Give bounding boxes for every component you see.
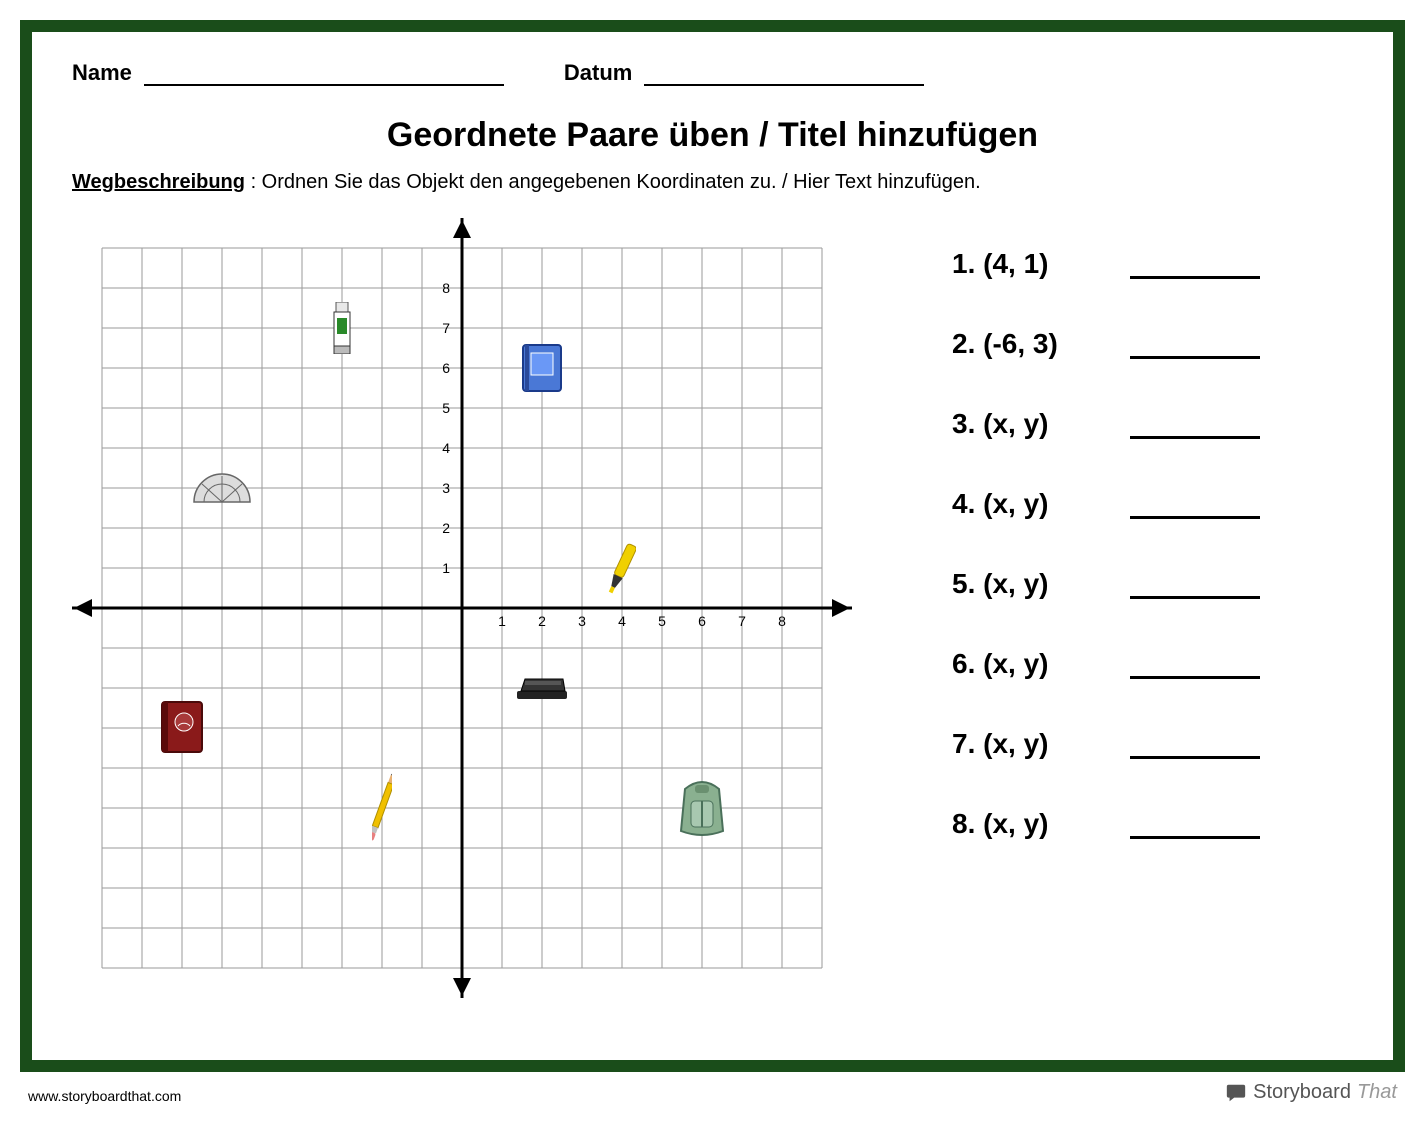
question-row: 7. (x, y): [952, 728, 1353, 760]
question-label: 1. (4, 1): [952, 248, 1102, 280]
highlighter-icon: [608, 539, 636, 597]
svg-text:6: 6: [698, 613, 706, 629]
page-title: Geordnete Paare üben / Titel hinzufügen: [72, 116, 1353, 155]
instructions-text: : Ordnen Sie das Objekt den angegebenen …: [251, 171, 981, 193]
date-field: Datum: [564, 60, 924, 86]
question-row: 2. (-6, 3): [952, 328, 1353, 360]
answer-blank[interactable]: [1130, 329, 1260, 360]
content-row: 1 2 3 4 5 6 7 8 1 2 3 4 5 6 7 8 1. (4, 1) 2. (-6, 3) 3. (…: [72, 218, 1353, 998]
svg-text:2: 2: [538, 613, 546, 629]
worksheet-frame: Name Datum Geordnete Paare üben / Titel …: [20, 20, 1405, 1072]
question-label: 4. (x, y): [952, 488, 1102, 520]
pencil-icon: [372, 772, 392, 844]
name-label: Name: [72, 60, 132, 86]
brand-part2: That: [1357, 1081, 1397, 1104]
stapler-icon: [515, 675, 569, 701]
question-label: 6. (x, y): [952, 648, 1102, 680]
question-label: 8. (x, y): [952, 808, 1102, 840]
svg-text:4: 4: [618, 613, 626, 629]
answer-blank[interactable]: [1130, 649, 1260, 680]
question-row: 8. (x, y): [952, 808, 1353, 840]
answer-blank[interactable]: [1130, 249, 1260, 280]
question-label: 5. (x, y): [952, 568, 1102, 600]
answer-blank[interactable]: [1130, 569, 1260, 600]
answer-blank[interactable]: [1130, 809, 1260, 840]
notebook-icon: [521, 343, 563, 393]
answer-blank[interactable]: [1130, 729, 1260, 760]
svg-text:6: 6: [442, 360, 450, 376]
question-row: 3. (x, y): [952, 408, 1353, 440]
svg-text:7: 7: [738, 613, 746, 629]
svg-text:1: 1: [498, 613, 506, 629]
svg-text:3: 3: [442, 480, 450, 496]
answer-blank[interactable]: [1130, 489, 1260, 520]
svg-text:8: 8: [442, 280, 450, 296]
backpack-icon: [675, 777, 729, 839]
question-row: 5. (x, y): [952, 568, 1353, 600]
svg-text:3: 3: [578, 613, 586, 629]
instructions: Wegbeschreibung : Ordnen Sie das Objekt …: [72, 171, 1353, 194]
grid-svg: 1 2 3 4 5 6 7 8 1 2 3 4 5 6 7 8: [72, 218, 852, 998]
svg-text:7: 7: [442, 320, 450, 336]
speech-bubble-icon: [1225, 1082, 1247, 1104]
instructions-label: Wegbeschreibung: [72, 171, 245, 193]
header-row: Name Datum: [72, 60, 1353, 86]
brand-part1: Storyboard: [1253, 1081, 1351, 1104]
question-label: 3. (x, y): [952, 408, 1102, 440]
coordinate-grid: 1 2 3 4 5 6 7 8 1 2 3 4 5 6 7 8: [72, 218, 852, 998]
question-row: 1. (4, 1): [952, 248, 1353, 280]
footer-url: www.storyboardthat.com: [28, 1088, 181, 1104]
name-blank[interactable]: [144, 62, 504, 86]
svg-text:1: 1: [442, 560, 450, 576]
red-book-icon: [158, 700, 206, 756]
question-label: 7. (x, y): [952, 728, 1102, 760]
name-field: Name: [72, 60, 504, 86]
svg-text:5: 5: [658, 613, 666, 629]
brand: Storyboard That: [1225, 1081, 1397, 1104]
svg-text:8: 8: [778, 613, 786, 629]
date-label: Datum: [564, 60, 632, 86]
svg-text:2: 2: [442, 520, 450, 536]
questions-list: 1. (4, 1) 2. (-6, 3) 3. (x, y) 4. (x, y) 5. …: [892, 218, 1353, 998]
question-row: 6. (x, y): [952, 648, 1353, 680]
question-label: 2. (-6, 3): [952, 328, 1102, 360]
date-blank[interactable]: [644, 62, 924, 86]
question-row: 4. (x, y): [952, 488, 1353, 520]
glue-stick-icon: [332, 302, 352, 354]
svg-text:4: 4: [442, 440, 450, 456]
svg-text:5: 5: [442, 400, 450, 416]
protractor-icon: [192, 472, 252, 504]
answer-blank[interactable]: [1130, 409, 1260, 440]
